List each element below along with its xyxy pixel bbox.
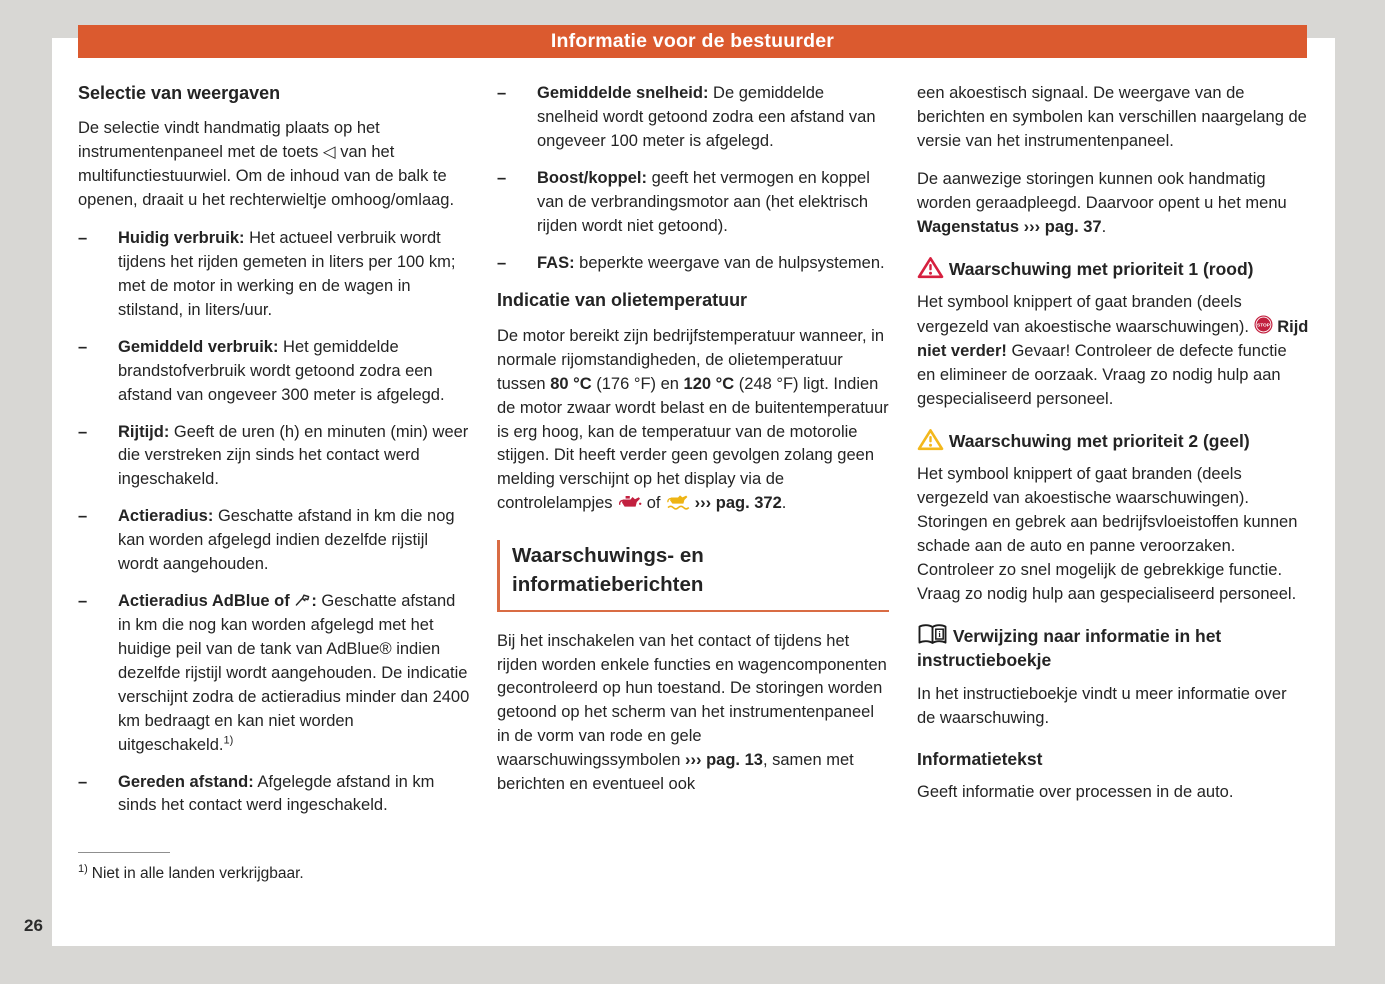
page-header-bar: Informatie voor de bestuurder xyxy=(78,25,1307,58)
list-item-text: FAS: beperkte weergave van de hulpsystem… xyxy=(537,253,885,272)
handbook-icon: i xyxy=(917,623,948,649)
bullet-marker: – xyxy=(497,253,507,272)
bullet-marker: – xyxy=(78,592,88,611)
priority-1-paragraph: Het symbool knippert of gaat branden (de… xyxy=(917,293,1309,408)
footnote-ref: 1) xyxy=(78,862,88,875)
display-options-list: – Huidig verbruik: Het actueel verbruik … xyxy=(78,227,470,818)
footnote: 1) Niet in alle landen verkrijgbaar. xyxy=(78,852,470,897)
priority-2-paragraph: Het symbool knippert of gaat branden (de… xyxy=(917,465,1298,603)
bullet-marker: – xyxy=(78,772,88,791)
warning-triangle-red-icon xyxy=(917,256,944,282)
warning-triangle-yellow-icon xyxy=(917,428,944,454)
list-item-text: Gereden afstand: Afgelegde afstand in km… xyxy=(118,772,435,815)
oil-level-icon xyxy=(665,492,690,516)
list-item-text: Gemiddeld verbruik: Het gemiddelde brand… xyxy=(118,337,445,404)
column-1: Selectie van weergaven De selectie vindt… xyxy=(78,82,470,831)
heading-informatietekst: Informatietekst xyxy=(917,748,1043,769)
wagenstatus-paragraph: De aanwezige storingen kunnen ook handma… xyxy=(917,169,1287,236)
display-options-list-continued: – Gemiddelde snelheid: De gemiddelde sne… xyxy=(497,82,889,275)
acoustic-signal-paragraph: een akoestisch signaal. De weergave van … xyxy=(917,84,1307,150)
list-item-text: Boost/koppel: geeft het vermogen en kopp… xyxy=(537,168,870,235)
list-item: – FAS: beperkte weergave van de hulpsyst… xyxy=(497,252,889,276)
list-item: – Gemiddelde snelheid: De gemiddelde sne… xyxy=(497,82,889,154)
column-2: – Gemiddelde snelheid: De gemiddelde sne… xyxy=(497,82,889,811)
informatietekst-paragraph: Geeft informatie over processen in de au… xyxy=(917,783,1234,802)
heading-handbook-reference: i Verwijzing naar informatie in het inst… xyxy=(917,623,1309,673)
bullet-marker: – xyxy=(497,84,507,102)
list-item-text: Rijtijd: Geeft de uren (h) en minuten (m… xyxy=(118,422,469,489)
svg-text:i: i xyxy=(938,629,941,639)
heading-priority-1: Waarschuwing met prioriteit 1 (rood) xyxy=(917,256,1309,282)
list-item: – Huidig verbruik: Het actueel verbruik … xyxy=(78,227,470,323)
list-item-text: Actieradius: Geschatte afstand in km die… xyxy=(118,507,455,574)
footnote-rule xyxy=(78,852,170,853)
section-heading-waarschuwingsberichten: Waarschuwings- en informatieberichten xyxy=(497,540,889,612)
manual-page-sheet: Selectie van weergaven De selectie vindt… xyxy=(52,38,1335,946)
oil-pressure-icon xyxy=(617,492,642,516)
list-item: – Actieradius: Geschatte afstand in km d… xyxy=(78,505,470,577)
svg-text:STOP: STOP xyxy=(1257,323,1271,329)
page-number: 26 xyxy=(24,916,43,935)
warnings-intro-paragraph: Bij het inschakelen van het contact of t… xyxy=(497,631,887,794)
bullet-marker: – xyxy=(78,229,88,248)
footnote-text: 1) Niet in alle landen verkrijgbaar. xyxy=(78,862,304,882)
list-item: – Gemiddeld verbruik: Het gemiddelde bra… xyxy=(78,336,470,408)
bullet-marker: – xyxy=(78,337,88,356)
list-item: – Actieradius AdBlue of : Geschatte afst… xyxy=(78,590,470,757)
stop-icon: STOP xyxy=(1254,315,1273,340)
list-item: – Gereden afstand: Afgelegde afstand in … xyxy=(78,771,470,819)
heading-priority-2: Waarschuwing met prioriteit 2 (geel) xyxy=(917,428,1309,454)
view-button-icon: ◁ xyxy=(322,143,336,162)
list-item: – Rijtijd: Geeft de uren (h) en minuten … xyxy=(78,421,470,493)
list-item-text: Gemiddelde snelheid: De gemiddelde snelh… xyxy=(537,84,876,150)
heading-olietemperatuur: Indicatie van olietemperatuur xyxy=(497,290,748,311)
list-item-text: Huidig verbruik: Het actueel verbruik wo… xyxy=(118,229,456,319)
handbook-paragraph: In het instructieboekje vindt u meer inf… xyxy=(917,684,1287,727)
heading-selectie-van-weergaven: Selectie van weergaven xyxy=(78,83,281,103)
oil-temperature-paragraph: De motor bereikt zijn bedrijfstemperatuu… xyxy=(497,325,889,516)
intro-paragraph: De selectie vindt handmatig plaats op he… xyxy=(78,119,455,210)
column-3: een akoestisch signaal. De weergave van … xyxy=(917,82,1309,819)
list-item-text: Actieradius AdBlue of : Geschatte afstan… xyxy=(118,590,470,754)
bullet-marker: – xyxy=(497,168,507,187)
list-item: – Boost/koppel: geeft het vermogen en ko… xyxy=(497,167,889,239)
bullet-marker: – xyxy=(78,507,88,526)
bullet-marker: – xyxy=(78,422,88,441)
adblue-nozzle-icon xyxy=(294,590,311,614)
